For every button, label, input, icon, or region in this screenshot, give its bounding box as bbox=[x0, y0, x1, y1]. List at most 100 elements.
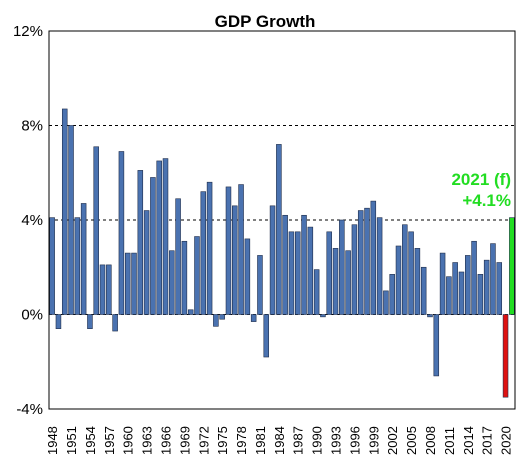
x-tick-label: 1960 bbox=[121, 426, 136, 455]
bar-1954 bbox=[87, 314, 93, 329]
bar-1995 bbox=[345, 250, 351, 315]
x-tick-label: 1990 bbox=[310, 426, 325, 455]
bar-2000 bbox=[376, 217, 383, 315]
bar-1998 bbox=[364, 207, 370, 315]
bar-1986 bbox=[288, 231, 295, 315]
x-axis-ticks: 1948 1951 1954 1957 1960 1963 1966 1969 1972 1975… bbox=[45, 426, 513, 455]
bar-1965 bbox=[156, 160, 162, 315]
forecast-annotation-year: 2021 (f) bbox=[451, 170, 511, 189]
bar-2011 bbox=[446, 276, 452, 315]
x-tick-label: 2002 bbox=[385, 426, 400, 455]
x-tick-label: 2005 bbox=[404, 426, 419, 455]
bar-2021 bbox=[509, 217, 515, 315]
bar-1997 bbox=[357, 210, 364, 315]
bar-1952 bbox=[74, 217, 81, 315]
bar-1999 bbox=[370, 200, 377, 315]
x-tick-label: 1987 bbox=[291, 426, 306, 455]
bar-2015 bbox=[471, 240, 477, 315]
bar-2002 bbox=[389, 274, 395, 315]
bar-1985 bbox=[282, 214, 288, 315]
bar-1984 bbox=[276, 144, 282, 315]
bar-1961 bbox=[131, 252, 137, 315]
bar-1977 bbox=[232, 205, 238, 315]
bar-2013 bbox=[458, 271, 465, 315]
x-tick-label: 1951 bbox=[64, 426, 79, 455]
bar-1949 bbox=[55, 314, 62, 329]
bar-1967 bbox=[169, 250, 175, 315]
x-tick-label: 2020 bbox=[499, 426, 514, 455]
bar-1974 bbox=[213, 314, 219, 327]
y-axis-ticks: -4% 0% 4% 8% 12% bbox=[13, 23, 43, 418]
bar-1956 bbox=[99, 264, 106, 315]
bar-2009 bbox=[433, 314, 440, 377]
x-tick-label: 2011 bbox=[442, 427, 457, 455]
x-tick-label: 1972 bbox=[196, 426, 211, 455]
plot-frame bbox=[48, 30, 516, 410]
bar-1991 bbox=[320, 314, 326, 318]
bar-2019 bbox=[496, 262, 503, 315]
x-tick-label: 2014 bbox=[461, 426, 476, 455]
x-tick-label: 1948 bbox=[45, 426, 60, 455]
bar-2017 bbox=[483, 259, 490, 315]
bar-1948 bbox=[49, 217, 55, 315]
x-tick-label: 1969 bbox=[177, 426, 192, 455]
bar-1968 bbox=[175, 198, 181, 315]
bar-2010 bbox=[439, 252, 446, 315]
bar-1979 bbox=[244, 238, 251, 315]
bar-2004 bbox=[402, 224, 408, 315]
bar-1970 bbox=[187, 309, 194, 315]
bar-2008 bbox=[427, 314, 433, 318]
bar-1993 bbox=[332, 248, 339, 315]
bar-1983 bbox=[269, 205, 276, 315]
bar-1988 bbox=[301, 214, 307, 315]
bar-2007 bbox=[420, 266, 427, 315]
bar-1966 bbox=[162, 158, 169, 315]
bar-2001 bbox=[383, 290, 389, 315]
bar-1962 bbox=[137, 170, 144, 315]
bar-2020 bbox=[502, 314, 509, 398]
x-tick-label: 1981 bbox=[253, 426, 268, 455]
bar-1989 bbox=[307, 226, 314, 315]
bar-1996 bbox=[351, 224, 358, 315]
bar-1957 bbox=[106, 264, 112, 315]
y-tick-label: 0% bbox=[21, 307, 43, 324]
bar-1958 bbox=[112, 314, 118, 332]
bar-1960 bbox=[124, 252, 131, 315]
bar-2005 bbox=[408, 231, 414, 315]
bar-1994 bbox=[339, 219, 345, 315]
bar-1953 bbox=[80, 203, 87, 315]
bar-2012 bbox=[452, 262, 458, 315]
bar-1982 bbox=[263, 314, 270, 358]
bar-1969 bbox=[181, 240, 188, 315]
bar-1963 bbox=[143, 210, 150, 315]
x-tick-label: 1978 bbox=[234, 426, 249, 455]
bar-2018 bbox=[490, 243, 496, 315]
x-tick-label: 1954 bbox=[83, 426, 98, 455]
bar-1987 bbox=[294, 231, 301, 315]
bar-2016 bbox=[477, 274, 484, 315]
bar-1971 bbox=[194, 236, 200, 315]
bar-1964 bbox=[150, 177, 156, 315]
bar-1981 bbox=[257, 255, 263, 315]
bar-1955 bbox=[93, 146, 99, 315]
bar-1978 bbox=[238, 184, 244, 315]
bar-1980 bbox=[250, 314, 257, 322]
x-tick-label: 1975 bbox=[215, 426, 230, 455]
bar-series bbox=[49, 108, 515, 398]
bar-1951 bbox=[68, 125, 74, 315]
bar-1950 bbox=[61, 108, 68, 315]
y-tick-label: -4% bbox=[16, 401, 43, 418]
y-tick-label: 4% bbox=[21, 212, 43, 229]
bar-1973 bbox=[206, 181, 213, 315]
y-tick-label: 12% bbox=[13, 23, 43, 40]
bar-2003 bbox=[395, 245, 402, 315]
forecast-annotation-value: +4.1% bbox=[462, 191, 511, 210]
x-tick-label: 2017 bbox=[480, 426, 495, 455]
y-tick-label: 8% bbox=[21, 118, 43, 135]
bar-1990 bbox=[313, 269, 320, 315]
bar-1976 bbox=[225, 186, 232, 315]
chart-title: GDP Growth bbox=[215, 12, 316, 31]
bar-1959 bbox=[118, 151, 125, 315]
